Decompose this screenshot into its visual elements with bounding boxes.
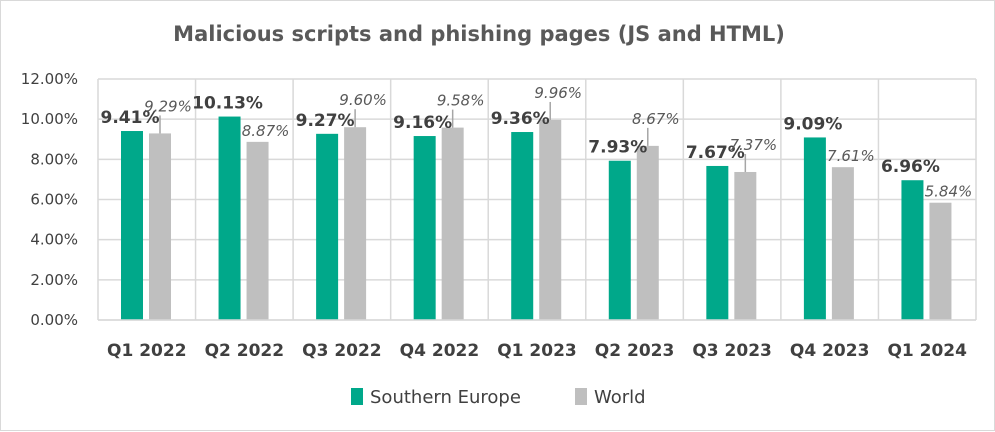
data-label-world: 8.87% bbox=[242, 122, 290, 140]
y-tick-label: 2.00% bbox=[30, 271, 78, 289]
y-tick-label: 10.00% bbox=[21, 110, 78, 128]
x-tick-label: Q1 2023 bbox=[497, 341, 577, 361]
data-label-world: 7.37% bbox=[730, 136, 778, 154]
data-label-southern-europe: 9.27% bbox=[296, 111, 355, 131]
bar-world bbox=[929, 202, 952, 320]
data-label-southern-europe: 7.93% bbox=[588, 138, 647, 158]
y-tick-label: 8.00% bbox=[30, 150, 78, 168]
bar-world bbox=[636, 145, 659, 320]
x-tick-label: Q1 2022 bbox=[107, 341, 187, 361]
bar-world bbox=[441, 127, 464, 320]
bar-southern-europe bbox=[608, 160, 631, 320]
x-tick-label: Q4 2023 bbox=[790, 341, 870, 361]
data-label-world: 9.60% bbox=[339, 91, 387, 109]
data-label-world: 7.61% bbox=[827, 147, 875, 165]
y-tick-label: 6.00% bbox=[30, 191, 78, 209]
y-tick-label: 12.00% bbox=[21, 70, 78, 88]
bar-world bbox=[246, 141, 269, 320]
data-label-world: 9.96% bbox=[534, 84, 582, 102]
bar-southern-europe bbox=[901, 180, 924, 320]
data-label-world: 9.29% bbox=[144, 97, 192, 115]
bar-southern-europe bbox=[511, 132, 534, 320]
chart-title: Malicious scripts and phishing pages (JS… bbox=[173, 22, 785, 46]
x-tick-label: Q1 2024 bbox=[887, 341, 967, 361]
data-label-world: 8.67% bbox=[632, 110, 680, 128]
bar-world bbox=[734, 171, 757, 320]
bar-southern-europe bbox=[218, 116, 241, 320]
data-label-southern-europe: 9.36% bbox=[491, 109, 550, 129]
data-label-southern-europe: 9.41% bbox=[101, 108, 160, 128]
y-tick-label: 0.00% bbox=[30, 311, 78, 329]
bar-southern-europe bbox=[706, 165, 729, 320]
bar-southern-europe bbox=[803, 137, 826, 320]
x-tick-label: Q2 2023 bbox=[595, 341, 675, 361]
data-label-southern-europe: 10.13% bbox=[192, 94, 263, 114]
legend-label: World bbox=[594, 387, 646, 408]
bar-world bbox=[344, 127, 367, 320]
bar-southern-europe bbox=[121, 131, 143, 320]
bar-southern-europe bbox=[316, 133, 339, 320]
bar-world bbox=[149, 133, 171, 320]
data-label-southern-europe: 9.09% bbox=[783, 114, 842, 134]
data-label-southern-europe: 6.96% bbox=[881, 157, 940, 177]
x-tick-label: Q3 2023 bbox=[692, 341, 772, 361]
x-tick-label: Q2 2022 bbox=[205, 341, 285, 361]
data-label-southern-europe: 7.67% bbox=[686, 143, 745, 163]
data-label-southern-europe: 9.16% bbox=[393, 113, 452, 133]
data-label-world: 9.58% bbox=[437, 92, 485, 110]
legend-swatch-1 bbox=[575, 388, 587, 405]
y-tick-label: 4.00% bbox=[30, 231, 78, 249]
x-tick-label: Q4 2022 bbox=[400, 341, 480, 361]
bar-world bbox=[831, 167, 854, 320]
bar-world bbox=[539, 119, 562, 320]
data-label-world: 5.84% bbox=[925, 183, 973, 201]
x-tick-label: Q3 2022 bbox=[302, 341, 382, 361]
legend-label: Southern Europe bbox=[370, 387, 521, 408]
legend-swatch-0 bbox=[351, 388, 363, 405]
bar-southern-europe bbox=[413, 136, 436, 320]
